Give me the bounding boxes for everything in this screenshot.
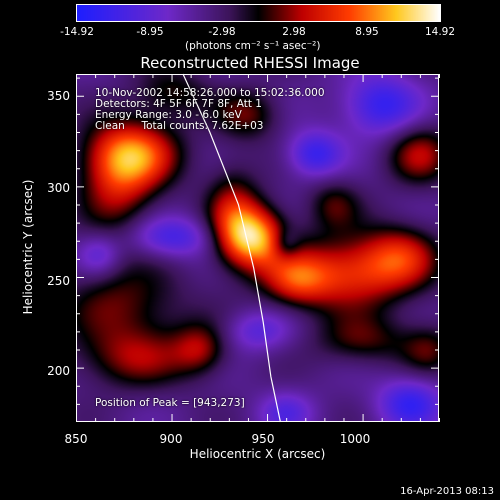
- annotation-peak: Position of Peak = [943,273]: [95, 397, 245, 409]
- colorbar-tick: -2.98: [208, 26, 236, 38]
- annotation-counts: Clean Total counts: 7.62E+03: [95, 120, 264, 132]
- colorbar-tick: 2.98: [282, 26, 306, 38]
- annotation-detectors: Detectors: 4F 5F 6F 7F 8F, Att 1: [95, 98, 262, 110]
- y-tick-label: 250: [47, 274, 70, 288]
- annotation-energy: Energy Range: 3.0 - 6.0 keV: [95, 109, 242, 121]
- x-tick-label: 850: [64, 432, 88, 446]
- colorbar: [76, 4, 441, 22]
- colorbar-tick: 14.92: [424, 26, 456, 38]
- colorbar-tick: -8.95: [136, 26, 164, 38]
- x-tick-label: 1000: [339, 432, 371, 446]
- x-tick-label: 900: [159, 432, 183, 446]
- colorbar-tick: 8.95: [355, 26, 379, 38]
- annotation-time: 10-Nov-2002 14:58:26.000 to 15:02:36.000: [95, 87, 325, 99]
- x-tick-label: 950: [251, 432, 275, 446]
- y-tick-label: 300: [47, 181, 70, 195]
- y-tick-label: 200: [47, 364, 70, 378]
- colorbar-tick: -14.92: [60, 26, 94, 38]
- x-axis-label: Heliocentric X (arcsec): [189, 447, 326, 461]
- y-axis-label: Heliocentric Y (arcsec): [21, 179, 35, 315]
- y-tick-label: 350: [47, 89, 70, 103]
- colorbar-unit-label: (photons cm⁻² s⁻¹ asec⁻²): [185, 40, 321, 52]
- footer-date: 16-Apr-2013 08:13: [400, 486, 494, 497]
- chart-title: Reconstructed RHESSI Image: [140, 54, 360, 72]
